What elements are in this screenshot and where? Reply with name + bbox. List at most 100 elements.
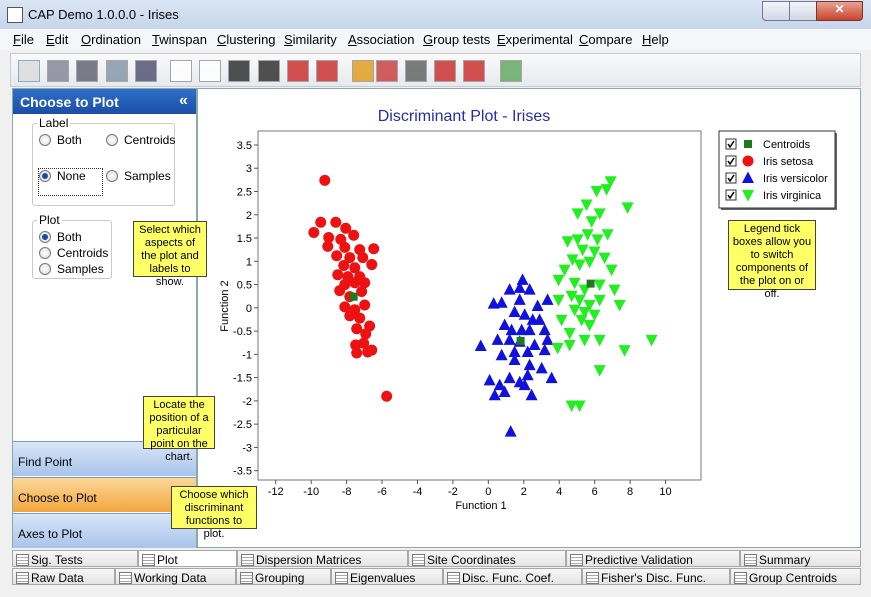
point [340, 222, 352, 234]
tab[interactable]: Site Coordinates [408, 550, 566, 567]
y-tick-label: -3 [242, 442, 252, 454]
tool-button[interactable] [170, 60, 192, 82]
legend-marker [744, 140, 752, 148]
tool-button[interactable] [258, 60, 280, 82]
point [604, 176, 617, 188]
menu-item[interactable]: Help [642, 32, 669, 47]
tool-button[interactable] [352, 60, 374, 82]
tool-button[interactable] [228, 60, 250, 82]
tool-button[interactable] [463, 60, 485, 82]
tool-button[interactable] [434, 60, 456, 82]
collapse-button[interactable]: « [179, 92, 188, 109]
x-tick-label: 4 [556, 486, 562, 498]
tab[interactable]: Plot [138, 550, 237, 567]
point [319, 174, 331, 186]
maximize-button[interactable] [789, 1, 817, 21]
point [571, 234, 584, 246]
tool-button[interactable] [18, 60, 40, 82]
tab-strip: Sig. Tests Plot Dispersion Matrices Site Co… [10, 550, 861, 590]
radio-option[interactable]: Both [39, 133, 82, 147]
tab[interactable]: Summary [740, 550, 861, 567]
radio-option[interactable]: None [38, 168, 103, 196]
point [598, 252, 611, 265]
menu-item[interactable]: Group tests [423, 32, 491, 47]
point [339, 241, 351, 253]
legend-checkbox[interactable] [725, 189, 737, 201]
menu-item[interactable]: Edit [46, 32, 69, 47]
point [516, 273, 529, 285]
point [498, 385, 511, 398]
point [349, 277, 361, 289]
callout: Choose which discriminant functions to p… [171, 486, 257, 540]
tool-button[interactable] [106, 60, 128, 82]
menu-item[interactable]: File [13, 32, 34, 47]
legend-marker [742, 155, 754, 167]
tab[interactable]: Disc. Func. Coef. [443, 568, 582, 585]
y-tick-label: 3 [246, 163, 252, 175]
point [503, 283, 516, 295]
tab[interactable]: Predictive Validation [566, 550, 740, 567]
tool-button[interactable] [47, 60, 69, 82]
menu-item[interactable]: Similarity [284, 32, 337, 47]
minimize-button[interactable] [762, 1, 790, 21]
menu-item[interactable]: Association [348, 32, 415, 47]
close-button[interactable]: ✕ [816, 1, 863, 21]
tool-button[interactable] [199, 60, 221, 82]
radio-option[interactable]: Centroids [39, 246, 108, 260]
legend-checkbox[interactable] [725, 155, 737, 167]
tab[interactable]: Sig. Tests [12, 550, 138, 567]
menu-item[interactable]: Experimental [497, 32, 573, 47]
legend-box [718, 130, 836, 209]
check-mark [727, 140, 735, 149]
tab[interactable]: Fisher's Disc. Func. [582, 568, 730, 585]
legend-checkbox[interactable] [725, 172, 737, 184]
radio-label: None [57, 169, 86, 183]
tool-button[interactable] [376, 60, 398, 82]
menu-item[interactable]: Ordination [81, 32, 141, 47]
menu-item[interactable]: Compare [579, 32, 633, 47]
tool-button[interactable] [135, 60, 157, 82]
y-tick-label: 0 [246, 303, 252, 315]
tab[interactable]: Working Data [115, 568, 236, 585]
tab[interactable]: Eigenvalues [331, 568, 443, 585]
point [621, 202, 634, 214]
point [538, 323, 551, 336]
tab[interactable]: Dispersion Matrices [237, 550, 408, 567]
point [368, 243, 380, 255]
tool-button[interactable] [76, 60, 98, 82]
tool-button[interactable] [405, 60, 427, 82]
radio-option[interactable]: Samples [39, 262, 104, 276]
point [344, 252, 356, 264]
point [571, 208, 584, 220]
radio-option[interactable]: Both [39, 230, 82, 244]
y-tick-label: -0.5 [233, 326, 252, 338]
point [538, 343, 551, 356]
tool-button[interactable] [500, 60, 522, 82]
point [338, 259, 350, 271]
point [561, 236, 574, 248]
point [576, 244, 589, 257]
tool-button[interactable] [287, 60, 309, 82]
menu-item[interactable]: Twinspan [152, 32, 207, 47]
tab[interactable]: Raw Data [12, 568, 115, 585]
point [381, 390, 393, 402]
tab[interactable]: Group Centroids [730, 568, 861, 585]
radio-option[interactable]: Samples [106, 169, 171, 183]
menu-item[interactable]: Clustering [217, 32, 276, 47]
panel-button[interactable]: Choose to Plot [13, 477, 196, 512]
plot-group: Plot [32, 213, 112, 279]
radio-dot [39, 231, 51, 243]
plot-frame [257, 130, 702, 481]
point [351, 323, 363, 335]
x-tick-label: -4 [413, 486, 423, 498]
panel-button[interactable]: Axes to Plot [13, 513, 196, 548]
tab[interactable]: Grouping [236, 568, 331, 585]
point [593, 294, 606, 307]
point [495, 296, 508, 308]
radio-option[interactable]: Centroids [106, 133, 175, 147]
point [528, 338, 541, 351]
legend-checkbox[interactable] [725, 138, 737, 150]
tool-button[interactable] [316, 60, 338, 82]
legend-marker [742, 190, 754, 202]
y-tick-label: -2 [242, 396, 252, 408]
